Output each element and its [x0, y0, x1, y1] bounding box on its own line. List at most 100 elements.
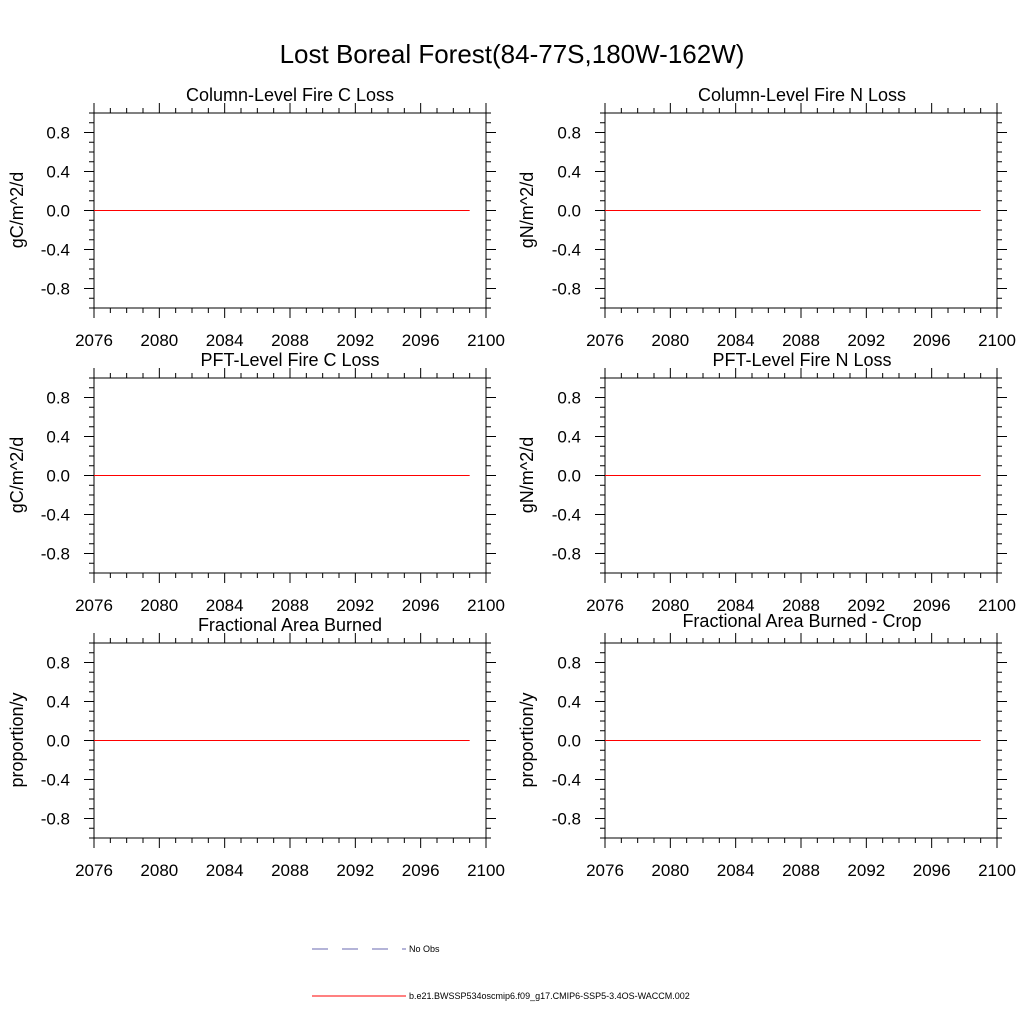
y-tick-label: 0.0	[46, 202, 70, 221]
y-tick-label: -0.4	[552, 506, 581, 525]
x-tick-label: 2100	[978, 331, 1016, 350]
panel-5-plot: 2076 2080 2084 2088 2092 2096 2100 0.8 0.4 0.0 -0.…	[41, 633, 505, 880]
x-tick-label: 2076	[75, 331, 113, 350]
y-tick-label: 0.0	[557, 202, 581, 221]
y-tick-label: 0.8	[557, 124, 581, 143]
x-tick-label: 2100	[467, 861, 505, 880]
x-tick-label: 2088	[271, 861, 309, 880]
panel-2-title: Column-Level Fire N Loss	[698, 85, 906, 105]
x-tick-label: 2080	[140, 861, 178, 880]
legend: No Obs b.e21.BWSSP534oscmip6.f09_g17.CMI…	[312, 944, 690, 1001]
y-tick-label: -0.8	[552, 810, 581, 829]
y-tick-label: -0.8	[41, 280, 70, 299]
y-tick-label: -0.4	[552, 241, 581, 260]
panel-4-plot: 2076 2080 2084 2088 2092 2096 2100 0.8 0.4 0.0 -0.…	[552, 368, 1016, 615]
panel-2-ylabel: gN/m^2/d	[517, 172, 537, 248]
y-tick-label: 0.4	[557, 693, 581, 712]
panel-6: Fractional Area Burned - Crop proportion…	[517, 611, 1016, 880]
x-tick-label: 2096	[402, 596, 440, 615]
y-tick-label: -0.8	[552, 280, 581, 299]
y-tick-label: 0.0	[557, 467, 581, 486]
x-tick-label: 2076	[75, 596, 113, 615]
x-tick-label: 2096	[913, 861, 951, 880]
y-tick-label: 0.0	[557, 732, 581, 751]
x-tick-label: 2084	[206, 331, 244, 350]
x-tick-label: 2076	[586, 331, 624, 350]
x-tick-label: 2096	[402, 861, 440, 880]
panel-3-ylabel: gC/m^2/d	[7, 437, 27, 513]
y-tick-label: 0.8	[46, 389, 70, 408]
x-tick-label: 2092	[336, 331, 374, 350]
x-tick-label: 2084	[717, 331, 755, 350]
panel-6-ylabel: proportion/y	[517, 692, 537, 787]
panel-4-title: PFT-Level Fire N Loss	[712, 350, 891, 370]
y-tick-label: 0.4	[46, 163, 70, 182]
y-tick-label: 0.4	[557, 428, 581, 447]
panel-2-plot: 2076 2080 2084 2088 2092 2096 2100 0.8 0.4 0.0 -0.…	[552, 103, 1016, 350]
y-tick-label: 0.8	[46, 654, 70, 673]
x-tick-label: 2096	[913, 596, 951, 615]
x-tick-label: 2092	[336, 861, 374, 880]
y-tick-label: 0.4	[46, 428, 70, 447]
panel-5: Fractional Area Burned proportion/y 2076…	[7, 615, 505, 880]
x-tick-label: 2080	[651, 861, 689, 880]
y-tick-label: 0.0	[46, 467, 70, 486]
x-tick-label: 2092	[847, 861, 885, 880]
x-tick-label: 2080	[140, 596, 178, 615]
panel-1: Column-Level Fire C Loss gC/m^2/d 2076 20…	[7, 85, 505, 350]
x-tick-label: 2076	[75, 861, 113, 880]
x-tick-label: 2100	[467, 331, 505, 350]
panel-3: PFT-Level Fire C Loss gC/m^2/d 2076 2080 2…	[7, 350, 505, 615]
y-tick-label: -0.4	[41, 241, 70, 260]
panel-1-plot: 2076 2080 2084 2088 2092 2096 2100 0.8 0.4 0.0 -0.…	[41, 103, 505, 350]
legend-run-label: b.e21.BWSSP534oscmip6.f09_g17.CMIP6-SSP5…	[409, 991, 690, 1001]
y-tick-label: 0.4	[557, 163, 581, 182]
y-tick-label: 0.0	[46, 732, 70, 751]
x-tick-label: 2084	[206, 861, 244, 880]
panel-1-ylabel: gC/m^2/d	[7, 172, 27, 248]
panel-5-ylabel: proportion/y	[7, 692, 27, 787]
y-tick-label: 0.8	[557, 654, 581, 673]
x-tick-label: 2076	[586, 861, 624, 880]
x-tick-label: 2080	[651, 596, 689, 615]
x-tick-label: 2096	[402, 331, 440, 350]
panel-2: Column-Level Fire N Loss gN/m^2/d 2076 20…	[517, 85, 1016, 350]
y-tick-label: 0.8	[46, 124, 70, 143]
y-tick-label: -0.8	[41, 545, 70, 564]
panel-3-plot: 2076 2080 2084 2088 2092 2096 2100 0.8 0.4 0.0 -0.…	[41, 368, 505, 615]
panel-5-title: Fractional Area Burned	[198, 615, 382, 635]
x-tick-label: 2084	[206, 596, 244, 615]
figure-title: Lost Boreal Forest(84-77S,180W-162W)	[280, 39, 745, 69]
y-tick-label: -0.4	[552, 771, 581, 790]
x-tick-label: 2084	[717, 861, 755, 880]
x-tick-label: 2088	[782, 861, 820, 880]
legend-no-obs-label: No Obs	[409, 944, 440, 954]
panel-1-title: Column-Level Fire C Loss	[186, 85, 394, 105]
x-tick-label: 2100	[467, 596, 505, 615]
x-tick-label: 2092	[336, 596, 374, 615]
x-tick-label: 2100	[978, 861, 1016, 880]
panel-4-ylabel: gN/m^2/d	[517, 437, 537, 513]
x-tick-label: 2088	[271, 596, 309, 615]
x-tick-label: 2084	[717, 596, 755, 615]
y-tick-label: -0.8	[41, 810, 70, 829]
x-tick-label: 2088	[782, 596, 820, 615]
x-tick-label: 2080	[140, 331, 178, 350]
x-tick-label: 2076	[586, 596, 624, 615]
y-tick-label: 0.4	[46, 693, 70, 712]
y-tick-label: -0.4	[41, 506, 70, 525]
y-tick-label: 0.8	[557, 389, 581, 408]
panel-3-title: PFT-Level Fire C Loss	[200, 350, 379, 370]
y-tick-label: -0.8	[552, 545, 581, 564]
y-tick-label: -0.4	[41, 771, 70, 790]
x-tick-label: 2100	[978, 596, 1016, 615]
x-tick-label: 2088	[271, 331, 309, 350]
panel-6-plot: 2076 2080 2084 2088 2092 2096 2100 0.8 0.4 0.0 -0.…	[552, 633, 1016, 880]
panel-6-title: Fractional Area Burned - Crop	[682, 611, 921, 631]
panel-4: PFT-Level Fire N Loss gN/m^2/d 2076 2080 2…	[517, 350, 1016, 615]
x-tick-label: 2092	[847, 331, 885, 350]
x-tick-label: 2092	[847, 596, 885, 615]
x-tick-label: 2080	[651, 331, 689, 350]
x-tick-label: 2096	[913, 331, 951, 350]
